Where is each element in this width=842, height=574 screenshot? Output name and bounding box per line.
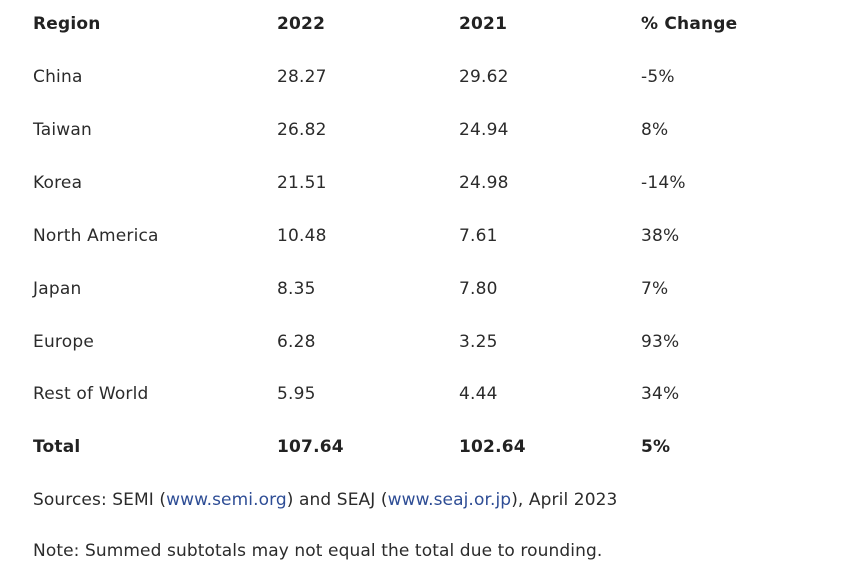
value-2021-cell: 4.44 (459, 384, 498, 404)
change-cell: 7% (641, 279, 669, 299)
value-2021-cell: 3.25 (459, 332, 498, 352)
region-cell: Rest of World (33, 384, 149, 404)
table-row: Japan 8.35 7.80 7% (0, 274, 842, 304)
semi-link[interactable]: www.semi.org (166, 490, 287, 510)
sources-middle: ) and SEAJ ( (286, 490, 388, 510)
total-2021: 102.64 (459, 437, 526, 457)
sources-prefix: Sources: SEMI ( (33, 490, 167, 510)
value-2022-cell: 6.28 (277, 332, 316, 352)
table-row: Korea 21.51 24.98 -14% (0, 168, 842, 198)
value-2021-cell: 29.62 (459, 67, 509, 87)
header-2022: 2022 (277, 14, 326, 34)
value-2022-cell: 21.51 (277, 173, 327, 193)
table-row: Europe 6.28 3.25 93% (0, 327, 842, 357)
rounding-note: Note: Summed subtotals may not equal the… (33, 541, 603, 561)
table-row: Taiwan 26.82 24.94 8% (0, 115, 842, 145)
change-cell: 34% (641, 384, 680, 404)
change-cell: 93% (641, 332, 680, 352)
table-row: China 28.27 29.62 -5% (0, 62, 842, 92)
region-cell: China (33, 67, 83, 87)
total-2022: 107.64 (277, 437, 344, 457)
value-2022-cell: 26.82 (277, 120, 327, 140)
value-2022-cell: 5.95 (277, 384, 316, 404)
total-label: Total (33, 437, 81, 457)
value-2021-cell: 7.61 (459, 226, 498, 246)
region-cell: North America (33, 226, 159, 246)
region-cell: Europe (33, 332, 94, 352)
change-cell: 38% (641, 226, 680, 246)
region-cell: Korea (33, 173, 83, 193)
table-row: Rest of World 5.95 4.44 34% (0, 379, 842, 409)
value-2022-cell: 8.35 (277, 279, 316, 299)
header-2021: 2021 (459, 14, 508, 34)
total-change: 5% (641, 437, 671, 457)
value-2021-cell: 24.98 (459, 173, 509, 193)
change-cell: -5% (641, 67, 675, 87)
value-2022-cell: 10.48 (277, 226, 327, 246)
change-cell: 8% (641, 120, 669, 140)
table-row: North America 10.48 7.61 38% (0, 221, 842, 251)
value-2021-cell: 7.80 (459, 279, 498, 299)
change-cell: -14% (641, 173, 686, 193)
value-2022-cell: 28.27 (277, 67, 327, 87)
sources-line: Sources: SEMI (www.semi.org) and SEAJ (w… (33, 485, 617, 515)
table-total-row: Total 107.64 102.64 5% (0, 432, 842, 462)
sources-suffix: ), April 2023 (511, 490, 618, 510)
region-cell: Taiwan (33, 120, 93, 140)
value-2021-cell: 24.94 (459, 120, 509, 140)
region-cell: Japan (33, 279, 82, 299)
table-header-row: Region 2022 2021 % Change (0, 9, 842, 39)
seaj-link[interactable]: www.seaj.or.jp (387, 490, 512, 510)
header-percent-change: % Change (641, 14, 738, 34)
header-region: Region (33, 14, 101, 34)
